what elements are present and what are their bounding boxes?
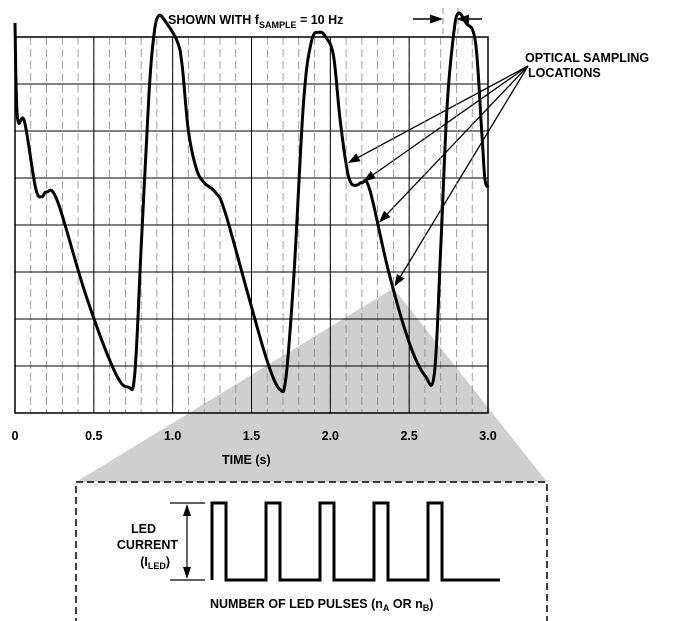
callout-arrowhead xyxy=(379,210,391,223)
callout-arrowhead xyxy=(363,170,376,182)
pulse-caption: NUMBER OF LED PULSES (nA OR nB) xyxy=(210,597,433,613)
ppg-waveform-line xyxy=(13,11,490,394)
led-current-label: LED CURRENT (ILED) xyxy=(117,522,178,571)
amplitude-arrow xyxy=(170,502,205,581)
amplitude-arrowhead-down xyxy=(183,567,191,579)
sample-rate-text: SHOWN WITH fSAMPLE = 10 Hz xyxy=(168,13,343,30)
sample-rate-header: SHOWN WITH fSAMPLE = 10 Hz xyxy=(168,8,482,36)
x-tick-label: 2.5 xyxy=(400,429,417,443)
arrowhead-right xyxy=(430,14,443,24)
callout-arrow-line xyxy=(384,65,529,218)
callout-arrowhead xyxy=(394,273,405,287)
plot-frame xyxy=(14,36,489,414)
led-pulse-train xyxy=(210,501,500,582)
callout-arrow-line xyxy=(369,65,529,178)
callout-line-2: LOCATIONS xyxy=(528,66,601,80)
led-label-line-2: CURRENT xyxy=(117,538,178,552)
x-tick-labels: 0 0.5 1.0 1.5 2.0 2.5 3.0 xyxy=(12,429,497,443)
zoom-wedge xyxy=(76,288,547,482)
x-tick-label: 0 xyxy=(12,429,19,443)
led-label-line-1: LED xyxy=(131,522,156,536)
optical-sampling-callout: OPTICAL SAMPLING LOCATIONS xyxy=(347,51,649,287)
x-tick-label: 2.0 xyxy=(322,429,339,443)
x-axis-label: TIME (s) xyxy=(222,453,271,467)
x-tick-label: 1.5 xyxy=(243,429,260,443)
x-tick-label: 3.0 xyxy=(479,429,496,443)
callout-arrow-line xyxy=(398,65,529,281)
grid-major xyxy=(15,37,488,413)
x-tick-label: 0.5 xyxy=(85,429,102,443)
callout-arrow-line xyxy=(354,65,529,160)
amplitude-arrowhead-up xyxy=(183,504,191,516)
callout-line-1: OPTICAL SAMPLING xyxy=(525,51,649,65)
inset-box xyxy=(75,481,548,621)
callout-arrowhead xyxy=(347,153,361,163)
x-tick-label: 1.0 xyxy=(164,429,181,443)
led-label-line-3: (ILED) xyxy=(140,555,170,571)
callout-arrows xyxy=(347,65,529,287)
